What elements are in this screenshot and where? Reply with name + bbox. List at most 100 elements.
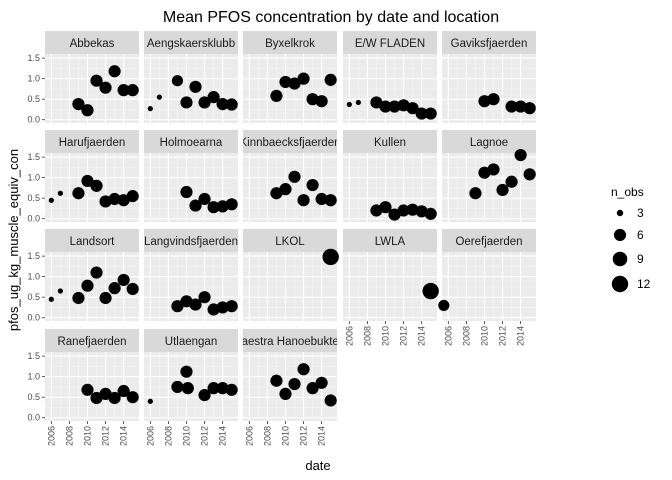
data-point [487,93,500,106]
legend: n_obs 3 6 9 12 [611,185,651,293]
data-point [57,190,63,196]
data-point [90,266,103,279]
facet-byxelkrok: Byxelkrok [243,31,337,123]
x-tick-label: 2006 [46,426,56,446]
data-point [108,282,121,295]
facet-harufjaerden: Harufjaerden [45,130,139,222]
facet-strip [243,329,337,352]
x-tick-label: 2012 [498,326,508,346]
y-tick-label: 1.0 [27,272,40,282]
data-point [279,75,292,89]
facet-strip [45,31,139,54]
data-point [126,190,139,203]
data-point [216,382,229,395]
x-tick-label: 2010 [380,326,390,346]
data-point [225,198,238,211]
data-point [496,183,509,197]
y-tick-label: 0.0 [27,313,40,323]
data-point [126,282,139,296]
data-point [406,102,419,115]
facet-strip [442,229,536,252]
data-point [370,96,383,109]
data-point [279,183,292,196]
data-point [108,192,121,206]
data-point [81,383,94,396]
facet-strip-label: Byxelkrok [265,38,315,50]
x-tick-label: 2008 [262,426,272,446]
facet-strip [442,31,536,54]
data-point [189,80,202,93]
facet-panel-bg [442,54,536,123]
data-point [225,300,238,313]
data-point [297,72,310,85]
data-point [225,98,238,111]
data-point [397,204,410,217]
legend-key [613,228,627,242]
data-point [48,197,54,203]
data-point [469,187,482,200]
facet-holmoearna: Holmoearna [144,130,238,222]
data-point [279,387,292,400]
facet-strip-label: E/W FLADEN [355,38,425,50]
data-point [117,84,130,97]
data-point [216,98,229,111]
facet-panel-bg [243,54,337,123]
data-point [406,203,419,216]
x-tick-label: 2014 [417,326,427,346]
facet-strip [144,329,238,352]
y-tick-label: 0.5 [27,193,40,203]
x-axis-title: date [305,458,330,473]
x-tick-label: 2010 [479,326,489,346]
facet-strip-label: Landsort [70,236,116,248]
legend-key [612,251,628,267]
x-tick-label: 2008 [461,326,471,346]
data-point [324,194,337,207]
data-point [424,107,437,120]
data-point [108,391,121,405]
data-point [180,185,193,199]
facet-kinnbaecksfjaerden: Kinnbaecksfjaerden [239,130,340,222]
legend-title: n_obs [611,185,644,199]
data-point [415,107,428,120]
facet-panel-bg [243,252,337,321]
x-tick-label: 2014 [218,426,228,446]
facet-strip-label: Kinnbaecksfjaerden [239,137,340,149]
data-point [126,84,139,97]
x-tick-label: 2008 [362,326,372,346]
data-point [270,374,283,387]
facet-e-w-fladen: E/W FLADEN [343,31,437,123]
y-tick-label: 0.0 [27,115,40,125]
data-point [297,194,310,207]
data-point [346,101,352,108]
facet-lkol: LKOL [243,229,339,321]
y-tick-label: 0.5 [27,292,40,302]
x-tick-label: 2012 [101,426,111,446]
x-tick-label: 2012 [399,326,409,346]
data-point [424,207,437,220]
data-point [108,65,121,78]
data-point [156,94,162,100]
facet-strip-label: LKOL [275,236,305,248]
data-point [207,91,220,104]
y-tick-label: 1.0 [27,372,40,382]
facet-strip [442,130,536,153]
facet-strip [45,329,139,352]
y-axis-tick-labels: 0.0 0.5 1.0 1.5 0.0 0.5 1.0 1.5 0.0 0.5 1.0 1.5 0.0 0… [27,53,45,423]
facet-aengskaersklubb: Aengskaersklubb [144,31,238,123]
data-point [207,382,220,395]
y-axis-title: pfos_ug_kg_muscle_equiv_con [6,149,21,331]
data-point [171,300,184,313]
data-point [438,299,450,311]
data-point [355,99,361,106]
data-point [270,187,283,200]
x-tick-label: 2006 [443,326,453,346]
data-point [306,382,319,395]
legend-label: 9 [637,252,644,266]
facet-strip-label: LWLA [375,236,406,248]
data-point [207,201,220,214]
facet-lwla: LWLA [343,229,439,321]
data-point [523,102,536,115]
data-point [81,104,94,117]
facet-abbekas: Abbekas [45,31,139,123]
